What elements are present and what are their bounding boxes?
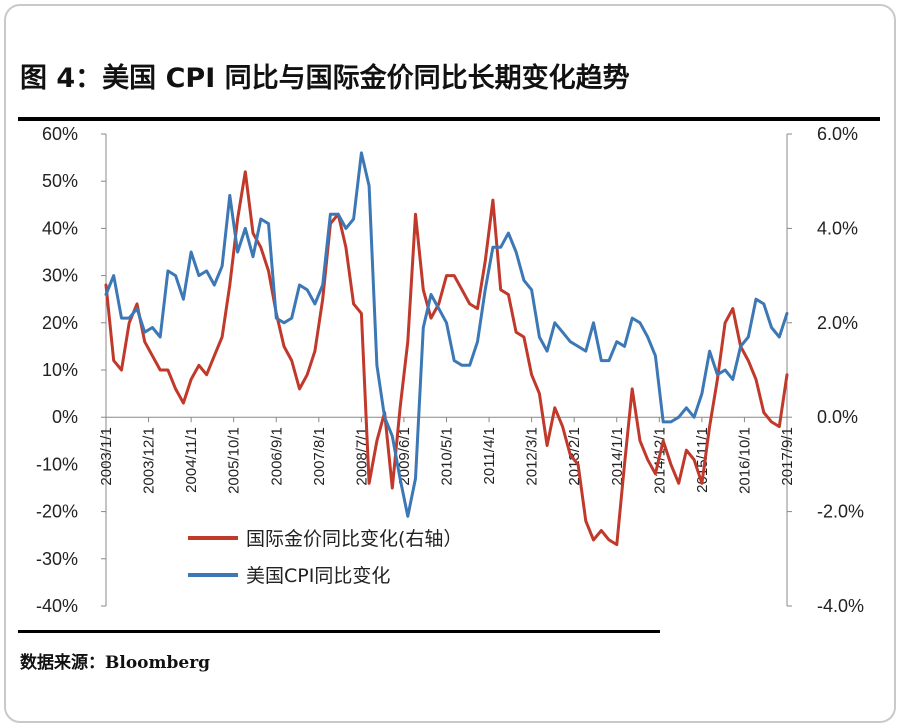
date-tick-label: 2017/9/1 xyxy=(779,427,796,485)
left-tick-label: 40% xyxy=(42,218,78,238)
date-tick-label: 2016/10/1 xyxy=(736,427,753,494)
left-tick-label: 10% xyxy=(42,360,78,380)
right-tick-label: 6.0% xyxy=(817,124,858,144)
title-rule xyxy=(18,117,880,121)
date-tick-label: 2003/12/1 xyxy=(141,427,158,494)
left-tick-label: 20% xyxy=(42,313,78,333)
left-tick-label: -20% xyxy=(36,502,78,522)
left-tick-label: 60% xyxy=(42,124,78,144)
date-tick-label: 2014/1/1 xyxy=(609,427,626,485)
legend: 国际金价同比变化(右轴） 美国CPI同比变化 xyxy=(188,528,462,587)
left-tick-label: -40% xyxy=(36,596,78,616)
left-tick-label: 50% xyxy=(42,171,78,191)
us-cpi-yoy-line xyxy=(104,151,789,518)
legend-label-cpi: 美国CPI同比变化 xyxy=(246,565,390,587)
date-tick-label: 2005/10/1 xyxy=(226,427,243,494)
right-tick-label: -2.0% xyxy=(817,502,864,522)
axes: 60% 50% 40% 30% 20% 10% 0% -10% -20% -30% -40% 6.0%… xyxy=(36,124,864,616)
date-tick-label: 2006/9/1 xyxy=(268,427,285,485)
right-tick-label: 0.0% xyxy=(817,407,858,427)
series-lines xyxy=(104,151,789,547)
source-rule xyxy=(18,630,660,633)
legend-label-gold: 国际金价同比变化(右轴） xyxy=(246,528,462,550)
date-tick-label: 2012/3/1 xyxy=(524,427,541,485)
source-note: 数据来源：Bloomberg xyxy=(20,653,211,673)
right-tick-label: 2.0% xyxy=(817,313,858,333)
right-tick-label: 4.0% xyxy=(817,218,858,238)
gold-yoy-line xyxy=(104,170,789,547)
date-tick-label: 2010/5/1 xyxy=(439,427,456,485)
right-tick-label: -4.0% xyxy=(817,596,864,616)
date-tick-label: 2003/1/1 xyxy=(98,427,115,485)
left-tick-label: -10% xyxy=(36,454,78,474)
figure-frame xyxy=(4,4,896,723)
date-tick-label: 2011/4/1 xyxy=(481,427,498,484)
left-tick-label: -30% xyxy=(36,549,78,569)
figure-title: 图 4：美国 CPI 同比与国际金价同比长期变化趋势 xyxy=(20,63,630,94)
date-tick-label: 2004/11/1 xyxy=(183,427,200,493)
left-tick-label: 0% xyxy=(52,407,78,427)
date-tick-label: 2007/8/1 xyxy=(311,427,328,485)
left-tick-label: 30% xyxy=(42,266,78,286)
